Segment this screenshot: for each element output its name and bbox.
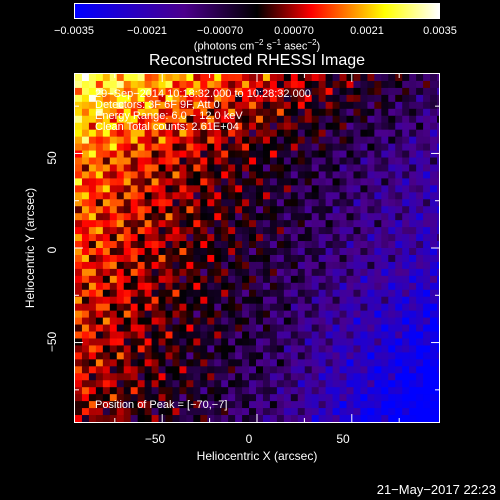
- colorbar-gradient: [75, 4, 439, 18]
- colorbar-tick-label: 0.0035: [423, 25, 457, 37]
- colorbar: [74, 3, 440, 19]
- annotation-total-counts: Clean Total counts: 2.61E+04: [95, 121, 239, 133]
- annotation-energy-range: Energy Range: 6.0 − 12.0 keV: [95, 110, 243, 122]
- generation-timestamp: 21−May−2017 22:23: [376, 482, 496, 497]
- colorbar-tick-label: −0.00070: [196, 25, 244, 37]
- x-tick-label: 0: [245, 432, 253, 446]
- y-tick-label: −50: [45, 331, 59, 353]
- colorbar-unit-label: (photons cm−2 s−1 asec−2): [193, 38, 321, 53]
- annotation-peak-position: Position of Peak = [−70,−7]: [95, 399, 228, 411]
- colorbar-tick-label: 0.0021: [350, 25, 384, 37]
- heatmap-image: [75, 74, 439, 422]
- annotation-detectors: Detectors: 3F 6F 9F, Att 0: [95, 99, 220, 111]
- annotation-time-range: 29−Sep−2014 10:18:32.000 to 10:28:32.000: [95, 88, 311, 100]
- x-tick-label: 50: [336, 432, 350, 446]
- axis-ticks: [75, 74, 439, 422]
- y-tick-label: 50: [45, 151, 59, 165]
- colorbar-tick-label: 0.00070: [274, 25, 314, 37]
- colorbar-tick-label: −0.0021: [126, 25, 168, 37]
- x-tick-label: −50: [144, 432, 166, 446]
- x-axis-label: Heliocentric X (arcsec): [196, 449, 318, 463]
- y-tick-label: 0: [45, 246, 59, 254]
- heatmap-cells: [75, 74, 439, 422]
- y-axis-label: Heliocentric Y (arcsec): [23, 187, 37, 309]
- plot-area: 29−Sep−2014 10:18:32.000 to 10:28:32.000…: [74, 73, 440, 423]
- chart-title: Reconstructed RHESSI Image: [148, 52, 366, 69]
- colorbar-tick-label: −0.0035: [53, 25, 95, 37]
